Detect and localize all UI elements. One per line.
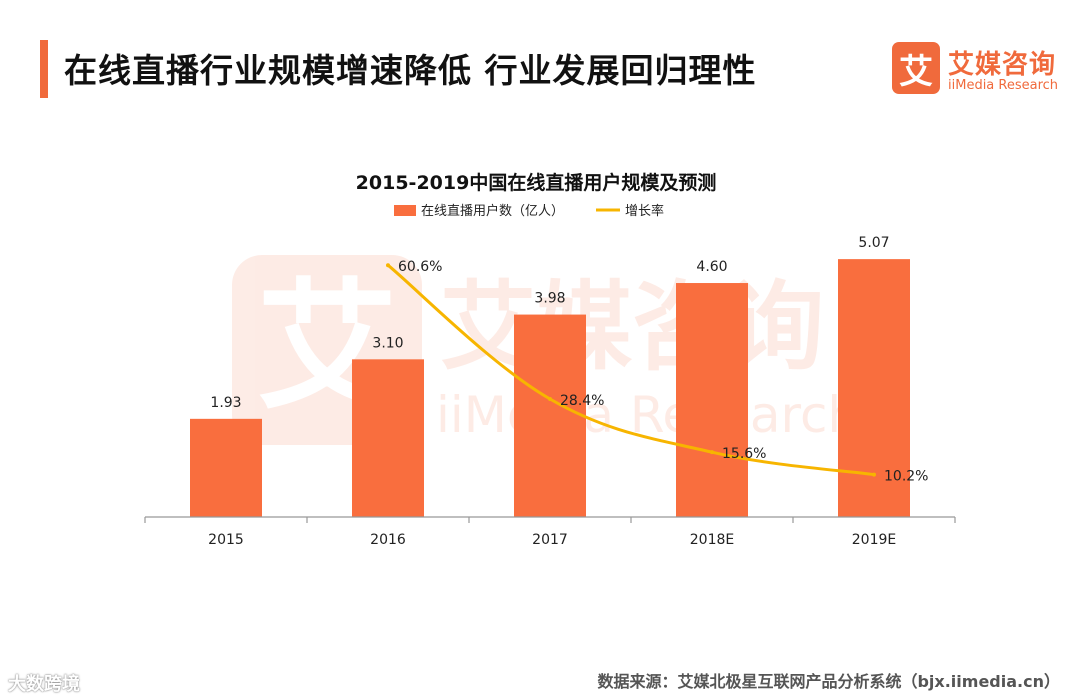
x-tick-label: 2017 <box>532 532 568 548</box>
bars-layer <box>190 259 910 517</box>
bar-2018E <box>676 283 748 517</box>
chart-legend: 在线直播用户数（亿人） 增长率 <box>394 203 664 219</box>
chart-watermark: 艾 艾媒咨询 iiMedia Research <box>232 255 859 445</box>
x-axis: 2015 2016 2017 2018E 2019E <box>144 516 956 548</box>
growth-rate-label: 10.2% <box>884 469 928 485</box>
growth-rate-point <box>386 263 390 268</box>
bar-2015 <box>190 418 262 517</box>
growth-rate-label: 28.4% <box>560 393 604 409</box>
x-tick-label: 2015 <box>208 532 244 548</box>
growth-rate-label: 60.6% <box>398 259 442 275</box>
bar-2016 <box>352 359 424 517</box>
bar-value-label: 3.10 <box>372 335 403 351</box>
growth-line-layer <box>386 263 876 477</box>
bar-value-label: 5.07 <box>858 235 889 251</box>
legend-label-bar: 在线直播用户数（亿人） <box>421 203 564 219</box>
data-labels: 1.93 3.10 3.98 4.60 5.07 60.6% 28.4% 15.6% 10.2% <box>210 235 928 484</box>
watermark-text: 艾媒咨询 <box>440 271 824 383</box>
bar-value-label: 3.98 <box>534 291 565 307</box>
legend-label-line: 增长率 <box>625 203 664 219</box>
growth-rate-label: 15.6% <box>722 446 766 462</box>
watermark-text-en: iiMedia Research <box>436 386 859 444</box>
chart-title: 2015-2019中国在线直播用户规模及预测 <box>356 171 717 194</box>
legend-swatch-bar <box>394 205 416 216</box>
x-tick-label: 2016 <box>370 532 406 548</box>
growth-rate-point <box>710 450 714 455</box>
growth-rate-point <box>548 397 552 401</box>
brand-logo: 艾 <box>892 42 940 94</box>
bar-value-label: 4.60 <box>696 259 727 275</box>
corner-watermark: 大数跨境 <box>8 674 80 695</box>
x-tick-label: 2018E <box>690 532 734 548</box>
page-title: 在线直播行业规模增速降低 行业发展回归理性 <box>64 51 757 90</box>
bar-2017 <box>514 314 586 517</box>
brand-name: 艾媒咨询 <box>948 50 1057 80</box>
brand-name-en: iiMedia Research <box>948 78 1059 93</box>
growth-rate-line <box>387 264 875 477</box>
title-accent-bar <box>40 40 48 98</box>
growth-rate-point <box>872 472 876 477</box>
data-source: 数据来源：艾媒北极星互联网产品分析系统（bjx.iimedia.cn） <box>597 672 1060 691</box>
bar-value-label: 1.93 <box>210 395 241 411</box>
x-tick-label: 2019E <box>852 532 896 548</box>
